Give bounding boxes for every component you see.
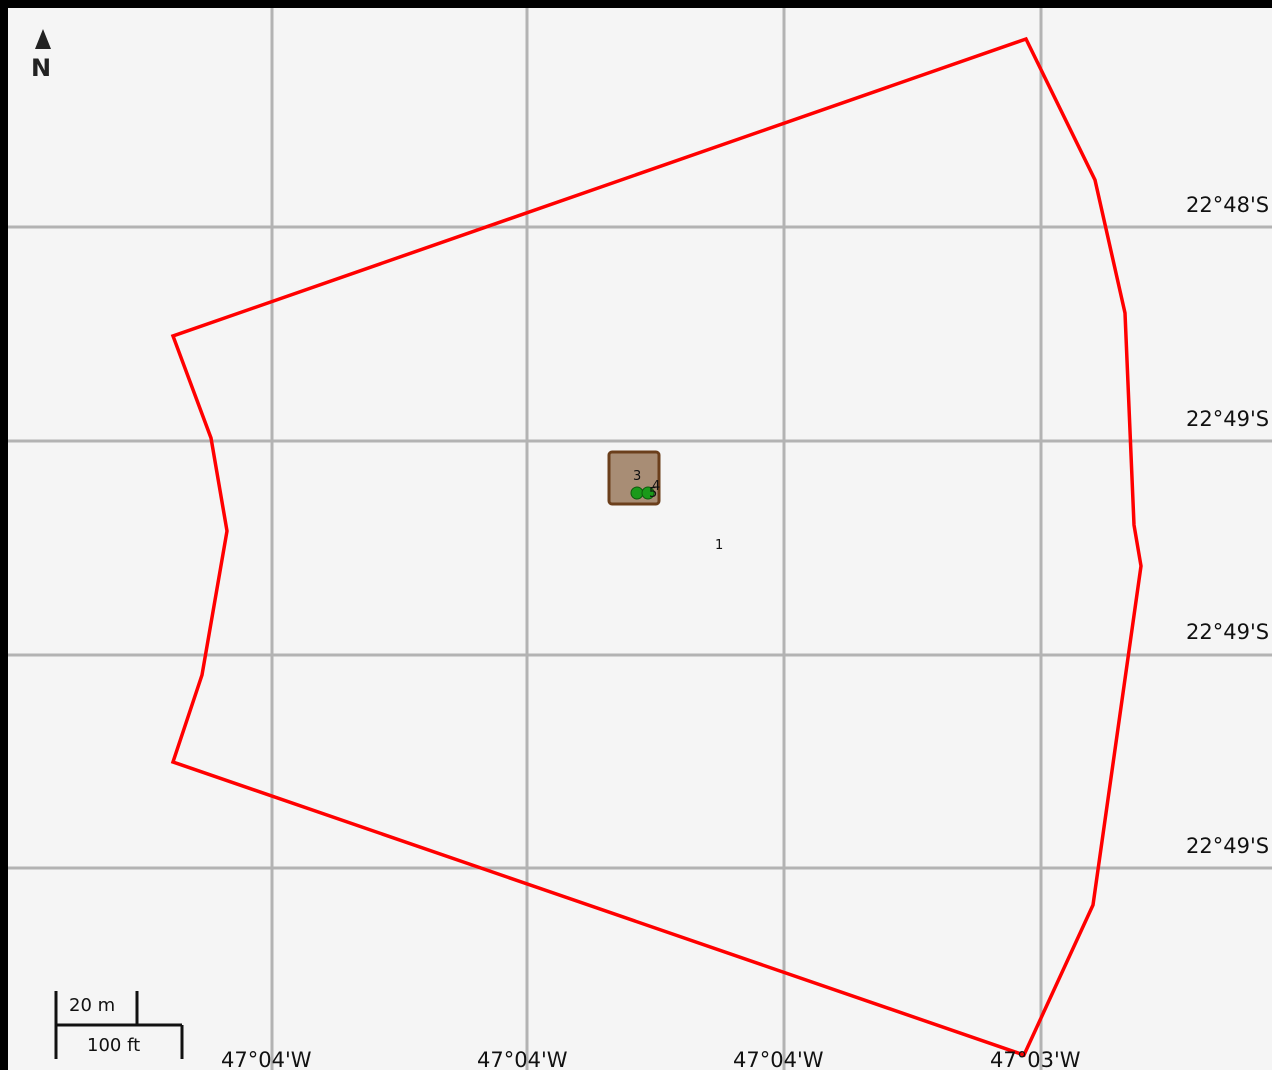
latitude-label-2: 22°49'S xyxy=(1186,407,1269,431)
map-canvas[interactable]: 3 5 4 1 N 22°48'S 22°49'S 22°49'S 22°49'… xyxy=(8,8,1272,1070)
longitude-labels: 47°04'W 47°04'W 47°04'W 47°03'W xyxy=(221,1048,1081,1070)
scale-metric-label: 20 m xyxy=(69,995,115,1016)
point-markers[interactable]: 5 4 xyxy=(630,479,660,501)
scale-imperial-label: 100 ft xyxy=(87,1035,140,1056)
north-arrow: N xyxy=(31,29,51,82)
search-area-boundary[interactable] xyxy=(170,36,1143,1058)
latitude-label-1: 22°48'S xyxy=(1186,193,1269,217)
north-label: N xyxy=(31,54,51,82)
plot-label: 3 xyxy=(633,469,641,484)
scale-bar: 20 m 100 ft xyxy=(54,991,184,1059)
point-1-label: 1 xyxy=(715,538,723,553)
latitude-label-3: 22°49'S xyxy=(1186,620,1269,644)
marker-label-5: 5 xyxy=(649,486,657,501)
latitude-label-4: 22°49'S xyxy=(1186,834,1269,858)
north-arrow-icon xyxy=(35,29,51,49)
graticule xyxy=(8,8,1272,1070)
latitude-labels: 22°48'S 22°49'S 22°49'S 22°49'S xyxy=(1186,193,1269,858)
marker-point-a[interactable] xyxy=(630,486,644,500)
marker-label-4: 4 xyxy=(652,479,660,494)
longitude-label-2: 47°04'W xyxy=(477,1048,568,1070)
marker-point-b[interactable] xyxy=(641,486,655,500)
longitude-label-1: 47°04'W xyxy=(221,1048,312,1070)
longitude-label-4: 47°03'W xyxy=(990,1048,1081,1070)
longitude-label-3: 47°04'W xyxy=(733,1048,824,1070)
